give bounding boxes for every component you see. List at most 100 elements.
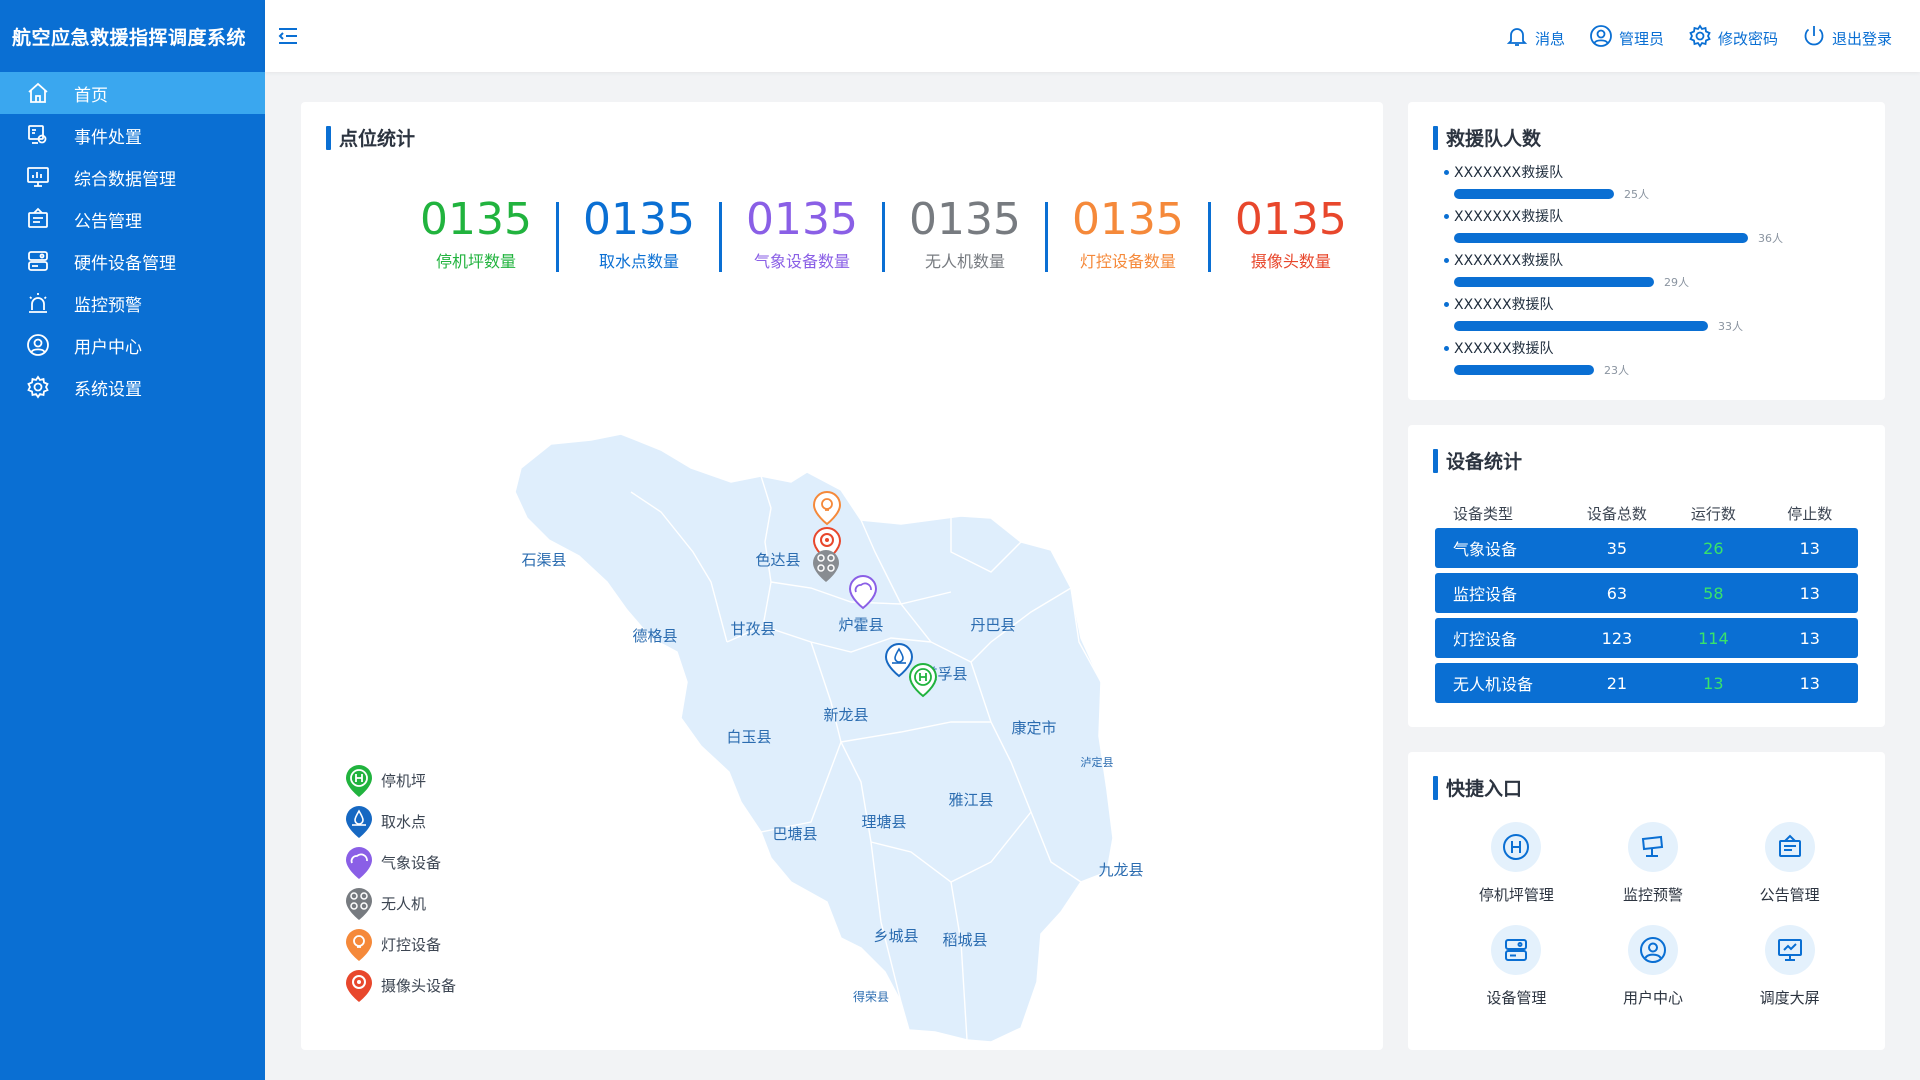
map-legend: 停机坪 取水点 气象设备 无人机 灯控设备 摄像头设备 <box>345 760 456 1006</box>
device-stopped: 13 <box>1799 628 1820 648</box>
admin-button[interactable]: 管理员 <box>1589 24 1664 52</box>
menu-collapse-icon[interactable] <box>277 26 299 46</box>
panel-title: 点位统计 <box>326 124 415 151</box>
stat-value: 0135 <box>582 194 695 245</box>
team-item: XXXXXXX救援队 25人 <box>1444 162 1864 206</box>
sidebar-item-home[interactable]: 首页 <box>0 72 265 114</box>
region-labels: 石渠县 色达县 德格县 甘孜县 炉霍县 丹巴县 道孚县 新龙县 白玉县 康定市 … <box>521 552 1143 1004</box>
region-label: 色达县 <box>755 552 800 569</box>
sidebar-item-user-center[interactable]: 用户中心 <box>0 324 265 366</box>
sidebar-item-notices[interactable]: 公告管理 <box>0 198 265 240</box>
panel-title: 救援队人数 <box>1433 124 1541 151</box>
sidebar-item-label: 首页 <box>74 85 108 106</box>
quick-helipad-management[interactable]: 停机坪管理 <box>1448 822 1585 905</box>
device-total: 123 <box>1601 628 1633 648</box>
region-label: 得荣县 <box>853 989 889 1004</box>
region-label: 石渠县 <box>521 552 566 569</box>
logout-label: 退出登录 <box>1831 29 1892 48</box>
messages-label: 消息 <box>1534 29 1565 48</box>
region-label: 巴塘县 <box>772 826 817 843</box>
quick-user-center[interactable]: 用户中心 <box>1585 925 1722 1008</box>
logout-button[interactable]: 退出登录 <box>1802 24 1892 52</box>
sidebar-item-events[interactable]: 事件处置 <box>0 114 265 156</box>
light-pin-icon[interactable] <box>812 490 842 526</box>
title-bar <box>326 125 331 150</box>
quick-device-management[interactable]: 设备管理 <box>1448 925 1585 1008</box>
table-row[interactable]: 气象设备 35 26 13 <box>1435 528 1858 568</box>
table-row[interactable]: 无人机设备 21 13 13 <box>1435 663 1858 703</box>
teams-title: 救援队人数 <box>1446 128 1542 150</box>
stat-light: 0135 灯控设备数量 <box>1048 194 1208 272</box>
helipad-icon <box>1491 822 1542 872</box>
title-bar <box>1433 448 1438 473</box>
notice-icon <box>26 207 50 231</box>
region-label: 九龙县 <box>1098 862 1143 879</box>
quick-label: 监控预警 <box>1622 886 1683 904</box>
region-label: 新龙县 <box>823 707 868 724</box>
water-pin-icon[interactable] <box>884 642 914 678</box>
quick-grid: 停机坪管理 监控预警 公告管理 设备管理 用户中心 调度大屏 <box>1448 822 1858 1008</box>
change-password-button[interactable]: 修改密码 <box>1688 24 1778 52</box>
quick-dispatch-screen[interactable]: 调度大屏 <box>1721 925 1858 1008</box>
gear-icon <box>1688 24 1712 52</box>
title-bar <box>1433 125 1438 150</box>
bell-icon <box>1505 24 1529 52</box>
points-panel: 点位统计 0135 停机坪数量 0135 取水点数量 0135 气象设备数量 0… <box>301 102 1383 1050</box>
stat-label: 取水点数量 <box>598 252 679 271</box>
team-count: 29人 <box>1664 276 1689 289</box>
sidebar-item-alarm[interactable]: 监控预警 <box>0 282 265 324</box>
quick-label: 公告管理 <box>1759 886 1820 904</box>
legend-label: 停机坪 <box>381 772 427 790</box>
divider <box>555 202 559 272</box>
stat-weather: 0135 气象设备数量 <box>722 194 882 272</box>
stat-value: 0135 <box>1071 194 1184 245</box>
quick-notice-management[interactable]: 公告管理 <box>1721 822 1858 905</box>
sidebar-item-data-management[interactable]: 综合数据管理 <box>0 156 265 198</box>
table-row[interactable]: 监控设备 63 58 13 <box>1435 573 1858 613</box>
panel-title: 设备统计 <box>1433 447 1522 474</box>
stat-value: 0135 <box>908 194 1021 245</box>
legend-item-weather: 气象设备 <box>345 842 456 883</box>
device-stats-panel: 设备统计 设备类型 设备总数 运行数 停止数 气象设备 35 26 13 监控设… <box>1408 425 1885 727</box>
weather-pin-icon <box>346 846 372 879</box>
legend-item-helipad: 停机坪 <box>345 760 456 801</box>
region-map[interactable]: 石渠县 色达县 德格县 甘孜县 炉霍县 丹巴县 道孚县 新龙县 白玉县 康定市 … <box>431 342 1211 1062</box>
device-stopped: 13 <box>1799 673 1820 693</box>
device-table-body: 气象设备 35 26 13 监控设备 63 58 13 灯控设备 123 114… <box>1435 523 1858 703</box>
top-header: 消息 管理员 修改密码 退出登录 <box>265 0 1920 72</box>
divider <box>881 202 885 272</box>
title-bar <box>1433 775 1438 800</box>
drone-pin-icon <box>346 887 372 920</box>
device-running: 26 <box>1703 538 1724 558</box>
devices-title: 设备统计 <box>1446 451 1523 473</box>
quick-monitor-alarm[interactable]: 监控预警 <box>1585 822 1722 905</box>
quick-label: 设备管理 <box>1486 989 1547 1007</box>
messages-button[interactable]: 消息 <box>1505 24 1565 52</box>
team-item: XXXXXX救援队 23人 <box>1444 338 1864 382</box>
sidebar-item-label: 综合数据管理 <box>74 169 176 190</box>
region-label: 丹巴县 <box>970 617 1015 634</box>
table-row[interactable]: 灯控设备 123 114 13 <box>1435 618 1858 658</box>
admin-label: 管理员 <box>1618 29 1664 48</box>
team-item: XXXXXXX救援队 29人 <box>1444 250 1864 294</box>
sidebar-item-label: 公告管理 <box>74 211 142 232</box>
region-label: 泸定县 <box>1081 755 1114 769</box>
district-borders <box>630 475 1102 1041</box>
helipad-pin-icon[interactable] <box>908 662 938 698</box>
sidebar-item-settings[interactable]: 系统设置 <box>0 366 265 408</box>
device-running: 13 <box>1703 673 1724 693</box>
stat-label: 灯控设备数量 <box>1079 252 1176 271</box>
sidebar-item-hardware[interactable]: 硬件设备管理 <box>0 240 265 282</box>
device-total: 21 <box>1606 673 1628 693</box>
drone-pin-icon[interactable] <box>813 550 839 582</box>
quick-entry-panel: 快捷入口 停机坪管理 监控预警 公告管理 设备管理 用户中心 调度大屏 <box>1408 752 1885 1050</box>
column-header: 设备总数 <box>1586 505 1647 523</box>
legend-label: 无人机 <box>381 895 427 913</box>
divider <box>1207 202 1211 272</box>
stat-value: 0135 <box>420 194 532 245</box>
weather-pin-icon[interactable] <box>848 574 878 610</box>
column-header: 运行数 <box>1690 505 1736 523</box>
device-type: 监控设备 <box>1453 585 1518 604</box>
team-bar <box>1454 233 1748 243</box>
team-count: 25人 <box>1624 188 1649 201</box>
